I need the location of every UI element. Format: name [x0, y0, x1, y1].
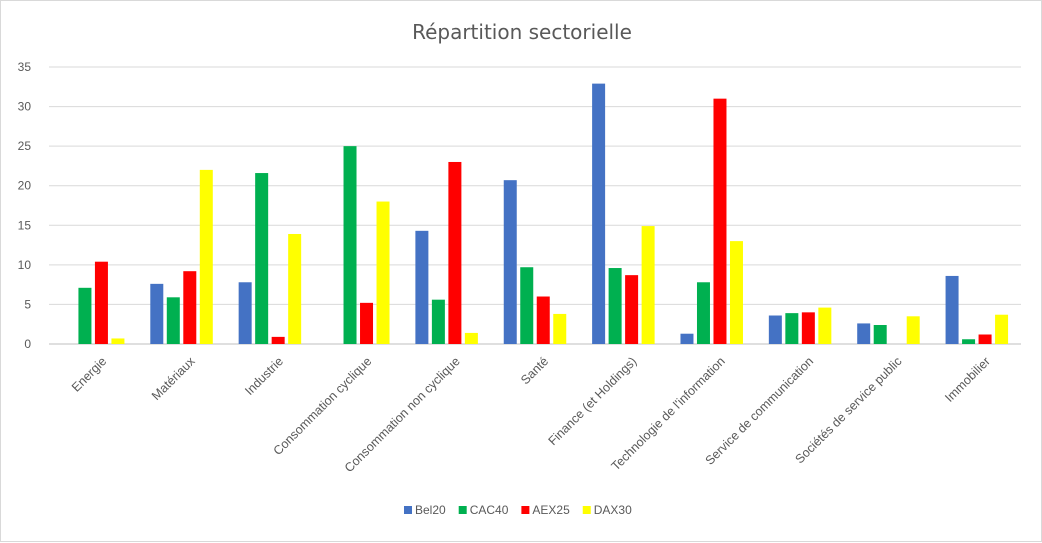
bar-aex25-3 — [360, 302, 374, 344]
y-tick-label: 35 — [18, 60, 32, 74]
bar-aex25-4 — [448, 161, 462, 344]
bar-dax30-3 — [376, 201, 390, 344]
bar-dax30-2 — [288, 233, 302, 344]
bar-bel20-1 — [150, 283, 164, 344]
bar-cac40-1 — [166, 297, 180, 344]
bar-aex25-1 — [183, 271, 197, 344]
bar-cac40-0 — [78, 287, 92, 344]
bar-cac40-8 — [785, 313, 799, 344]
bars — [78, 83, 1009, 345]
bar-bel20-2 — [238, 282, 252, 344]
bar-aex25-0 — [94, 261, 108, 344]
legend-swatch-dax30 — [582, 506, 591, 514]
bar-dax30-4 — [464, 332, 478, 344]
bar-aex25-10 — [978, 334, 992, 344]
legend-label-aex25: AEX25 — [532, 503, 570, 517]
bar-dax30-8 — [818, 307, 832, 344]
bar-cac40-5 — [520, 267, 534, 344]
y-tick-label: 30 — [18, 100, 32, 114]
x-category-label: Consommation cyclique — [271, 354, 375, 458]
bar-cac40-2 — [255, 173, 269, 344]
legend-swatch-cac40 — [458, 506, 467, 514]
y-tick-label: 20 — [18, 179, 32, 193]
bar-bel20-4 — [415, 230, 429, 344]
bar-bel20-7 — [680, 333, 694, 344]
y-tick-label: 5 — [24, 297, 31, 311]
y-tick-label: 25 — [18, 139, 32, 153]
bar-cac40-6 — [608, 268, 622, 344]
legend-swatch-aex25 — [521, 506, 530, 514]
y-tick-label: 10 — [18, 258, 32, 272]
legend-label-dax30: DAX30 — [594, 503, 632, 517]
x-category-label: Immobilier — [942, 354, 993, 405]
bar-dax30-1 — [199, 169, 213, 344]
bar-dax30-7 — [729, 241, 743, 344]
bar-cac40-9 — [873, 325, 887, 344]
bar-aex25-5 — [536, 296, 550, 344]
bar-dax30-9 — [906, 316, 920, 344]
bar-cac40-3 — [343, 146, 357, 344]
x-category-label: Santé — [518, 354, 551, 387]
x-category-label: Energie — [69, 354, 109, 394]
bar-aex25-2 — [271, 336, 285, 344]
bar-aex25-6 — [625, 275, 639, 344]
bar-bel20-6 — [592, 83, 606, 345]
bar-bel20-9 — [857, 323, 871, 344]
legend-label-cac40: CAC40 — [470, 503, 509, 517]
bar-cac40-7 — [696, 282, 710, 344]
bar-dax30-10 — [995, 314, 1009, 344]
legend: Bel20 CAC40 AEX25 DAX30 — [404, 503, 632, 517]
y-tick-label: 0 — [24, 337, 31, 351]
bar-bel20-5 — [503, 180, 517, 344]
bar-cac40-4 — [431, 299, 445, 344]
bar-dax30-5 — [553, 313, 567, 344]
legend-label-bel20: Bel20 — [415, 503, 446, 517]
x-category-label: Finance (et Holdings) — [546, 354, 640, 448]
bar-cac40-10 — [962, 339, 976, 344]
bar-aex25-8 — [801, 312, 815, 344]
bar-bel20-10 — [945, 275, 959, 344]
x-category-label: Matériaux — [149, 354, 198, 403]
legend-swatch-bel20 — [404, 506, 412, 514]
bar-dax30-6 — [641, 226, 655, 344]
x-category-label: Industrie — [242, 354, 286, 398]
bar-aex25-7 — [713, 98, 727, 345]
chart-title: Répartition sectorielle — [412, 20, 632, 44]
bar-dax30-0 — [111, 338, 125, 344]
bar-bel20-8 — [768, 315, 782, 344]
y-tick-label: 15 — [18, 218, 32, 232]
y-axis-ticks: 0 5 10 15 20 25 30 35 — [18, 60, 32, 351]
